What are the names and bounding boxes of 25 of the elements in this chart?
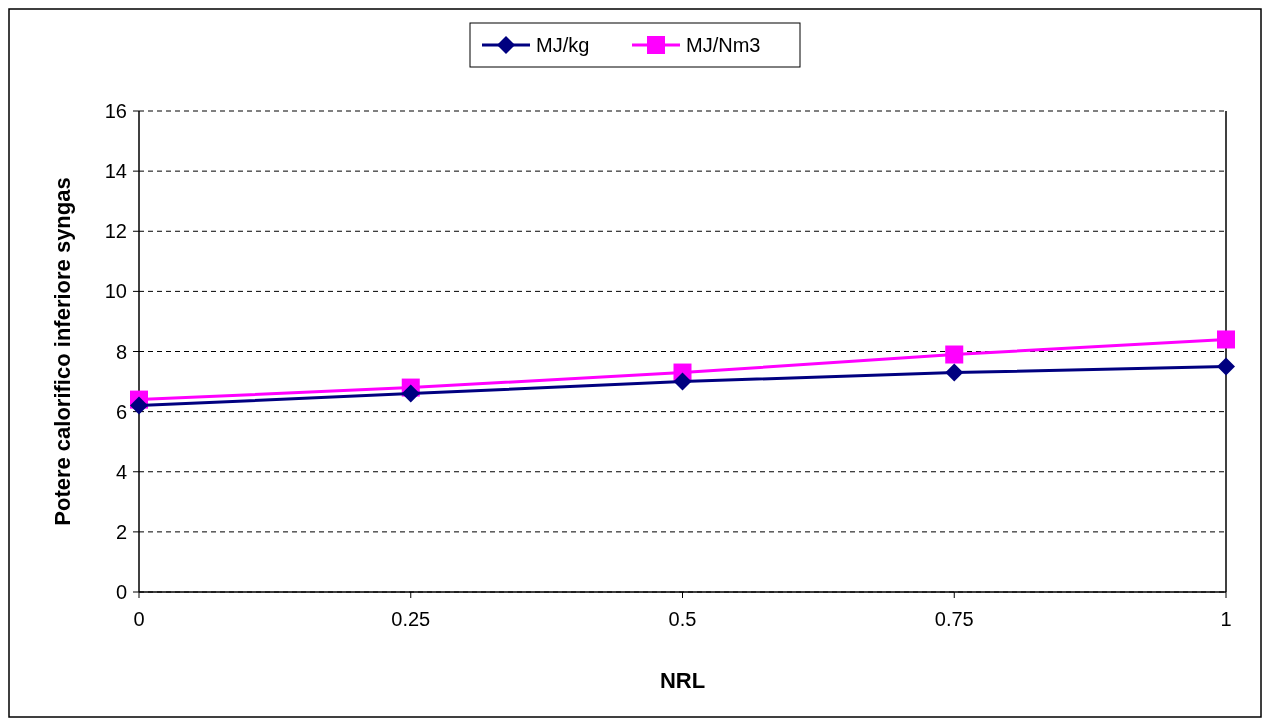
y-axis-title: Potere calorifico inferiore syngas	[50, 177, 75, 526]
y-tick-label: 0	[115, 581, 127, 603]
x-tick-label: 0.25	[391, 608, 431, 630]
x-axis-title: NRL	[659, 668, 706, 693]
legend-label: MJ/Nm3	[686, 34, 761, 56]
y-tick-label: 16	[104, 100, 127, 122]
y-tick-label: 2	[115, 520, 127, 543]
point	[401, 384, 420, 403]
y-tick-label: 14	[104, 160, 127, 183]
y-tick-label: 8	[115, 340, 127, 363]
y-tick-label: 10	[104, 280, 127, 303]
y-tick-label: 12	[104, 220, 127, 243]
x-tick-label: 0.75	[934, 608, 974, 630]
legend-label: MJ/kg	[536, 34, 590, 56]
point	[945, 363, 964, 382]
x-tick-label: 0.5	[668, 608, 697, 630]
point	[673, 372, 692, 391]
point	[1217, 357, 1235, 376]
y-tick-label: 4	[115, 460, 127, 483]
y-tick-label: 6	[115, 400, 127, 423]
point	[130, 396, 148, 415]
x-tick-label: 0	[133, 608, 145, 630]
point	[1217, 330, 1235, 349]
x-tick-label: 1	[1220, 608, 1232, 630]
point	[945, 345, 964, 364]
